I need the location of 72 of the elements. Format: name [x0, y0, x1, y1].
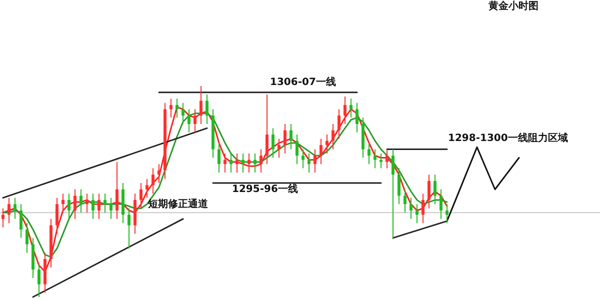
- candlestick: [14, 197, 16, 220]
- candlestick: [392, 148, 394, 238]
- candlestick: [308, 153, 310, 174]
- candlestick: [356, 102, 358, 133]
- candlestick: [146, 178, 148, 198]
- candlestick: [116, 161, 118, 220]
- candlestick: [296, 134, 298, 165]
- candlestick: [194, 108, 196, 133]
- candlestick: [230, 153, 232, 174]
- candlestick: [410, 197, 412, 220]
- candlestick: [56, 197, 58, 234]
- candlestick: [92, 193, 94, 220]
- candlestick: [158, 164, 160, 184]
- candlestick: [170, 98, 172, 118]
- candlestick: [224, 153, 226, 174]
- candlestick: [26, 222, 28, 254]
- candlestick: [140, 182, 142, 209]
- candlestick: [104, 193, 106, 214]
- candlestick: [218, 142, 220, 174]
- candlestick: [152, 168, 154, 194]
- candlestick: [266, 94, 268, 165]
- candlestick: [254, 153, 256, 174]
- candlestick: [368, 142, 370, 165]
- candlestick: [302, 148, 304, 169]
- candlestick: [2, 208, 4, 228]
- candlestick: [188, 108, 190, 133]
- annotation: 1295-96一线: [232, 183, 298, 195]
- candlestick: [20, 204, 22, 238]
- candlestick: [338, 108, 340, 140]
- candlestick: [278, 138, 280, 158]
- candlestick: [422, 193, 424, 224]
- candlestick: [74, 188, 76, 220]
- candlestick: [8, 197, 10, 224]
- candlestick: [416, 204, 418, 224]
- candlestick: [332, 123, 334, 150]
- candlestick: [62, 193, 64, 214]
- candlestick: [206, 94, 208, 124]
- candlestick: [260, 148, 262, 174]
- candlestick: [236, 153, 238, 174]
- candlestick: [68, 193, 70, 220]
- candlestick: [314, 148, 316, 174]
- candlestick: [344, 96, 346, 124]
- candlestick: [128, 208, 130, 249]
- annotation: 短期修正通道: [147, 198, 209, 210]
- candlestick: [176, 98, 178, 118]
- candlestick: [80, 188, 82, 214]
- chart-title: 黄金小时图: [488, 0, 538, 12]
- candlestick: [380, 153, 382, 169]
- candlestick: [428, 174, 430, 209]
- candlestick: [182, 102, 184, 124]
- candlestick: [290, 123, 292, 150]
- candlestick: [326, 134, 328, 154]
- candlestick: [446, 204, 448, 224]
- candlestick: [200, 86, 202, 124]
- annotation: 1298-1300一线阻力区域: [448, 132, 568, 144]
- candlestick: [98, 193, 100, 220]
- candlestick: [374, 148, 376, 169]
- candlestick: [284, 123, 286, 154]
- candlestick: [386, 148, 388, 169]
- candlestick: [86, 193, 88, 214]
- candlestick: [434, 174, 436, 205]
- candlestick: [440, 188, 442, 220]
- candlestick: [398, 168, 400, 205]
- candlestick: [242, 153, 244, 174]
- candlestick: [350, 98, 352, 118]
- candlestick: [404, 188, 406, 214]
- candlestick: [272, 128, 274, 158]
- candlestick: [320, 138, 322, 165]
- candlestick: [38, 262, 40, 298]
- candlestick: [110, 197, 112, 220]
- candlestick: [248, 153, 250, 174]
- annotation: 1306-07一线: [270, 76, 336, 88]
